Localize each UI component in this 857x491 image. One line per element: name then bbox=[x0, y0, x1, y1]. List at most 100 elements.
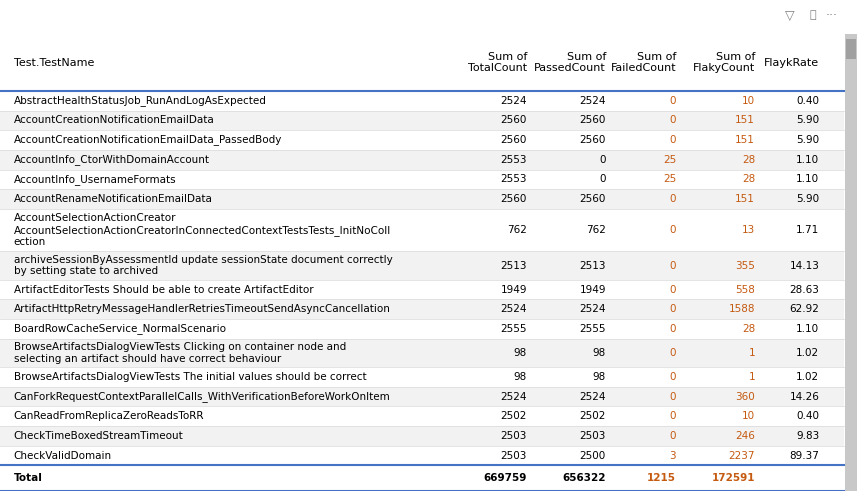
Text: AccountRenameNotificationEmailData: AccountRenameNotificationEmailData bbox=[14, 194, 213, 204]
Text: ···: ··· bbox=[825, 9, 837, 22]
Text: 0.40: 0.40 bbox=[796, 411, 819, 421]
Text: Sum of
FlakyCount: Sum of FlakyCount bbox=[692, 52, 755, 73]
Text: 0: 0 bbox=[669, 261, 676, 271]
Text: Sum of
FailedCount: Sum of FailedCount bbox=[610, 52, 676, 73]
Text: 2555: 2555 bbox=[579, 324, 606, 334]
Text: 0: 0 bbox=[669, 194, 676, 204]
Text: 360: 360 bbox=[735, 392, 755, 402]
Text: 0: 0 bbox=[669, 96, 676, 106]
Text: 5.90: 5.90 bbox=[796, 194, 819, 204]
FancyBboxPatch shape bbox=[845, 34, 857, 491]
Text: 0: 0 bbox=[669, 348, 676, 358]
Text: 28: 28 bbox=[742, 324, 755, 334]
FancyBboxPatch shape bbox=[0, 407, 844, 426]
Text: 10: 10 bbox=[742, 411, 755, 421]
Text: 2560: 2560 bbox=[500, 135, 527, 145]
Text: 151: 151 bbox=[735, 194, 755, 204]
Text: Test.TestName: Test.TestName bbox=[14, 57, 94, 68]
Text: 0: 0 bbox=[669, 115, 676, 125]
Text: 2503: 2503 bbox=[579, 431, 606, 441]
Text: 5.90: 5.90 bbox=[796, 135, 819, 145]
Text: 762: 762 bbox=[586, 225, 606, 235]
Text: 1.02: 1.02 bbox=[796, 372, 819, 382]
Text: 2237: 2237 bbox=[728, 451, 755, 461]
Text: 0: 0 bbox=[669, 285, 676, 295]
Text: 1: 1 bbox=[748, 372, 755, 382]
Text: 2524: 2524 bbox=[579, 304, 606, 314]
Text: FlaykRate: FlaykRate bbox=[764, 57, 819, 68]
Text: 2502: 2502 bbox=[500, 411, 527, 421]
Text: 14.26: 14.26 bbox=[789, 392, 819, 402]
Text: 2560: 2560 bbox=[579, 194, 606, 204]
Text: 0: 0 bbox=[669, 431, 676, 441]
Text: Sum of
PassedCount: Sum of PassedCount bbox=[534, 52, 606, 73]
Text: AccountSelectionActionCreator
AccountSelectionActionCreatorInConnectedContextTes: AccountSelectionActionCreator AccountSel… bbox=[14, 213, 391, 247]
Text: 355: 355 bbox=[735, 261, 755, 271]
Text: 2555: 2555 bbox=[500, 324, 527, 334]
Text: 3: 3 bbox=[669, 451, 676, 461]
FancyBboxPatch shape bbox=[0, 300, 844, 319]
Text: ▽: ▽ bbox=[785, 9, 795, 22]
Text: 151: 151 bbox=[735, 115, 755, 125]
FancyBboxPatch shape bbox=[0, 34, 844, 91]
FancyBboxPatch shape bbox=[0, 367, 844, 387]
Text: AccountCreationNotificationEmailData_PassedBody: AccountCreationNotificationEmailData_Pas… bbox=[14, 135, 282, 145]
Text: 98: 98 bbox=[514, 348, 527, 358]
Text: 1949: 1949 bbox=[500, 285, 527, 295]
Text: 0: 0 bbox=[669, 411, 676, 421]
FancyBboxPatch shape bbox=[0, 446, 844, 465]
Text: 2503: 2503 bbox=[500, 451, 527, 461]
Text: 25: 25 bbox=[663, 155, 676, 164]
Text: 2560: 2560 bbox=[579, 115, 606, 125]
Text: 1.10: 1.10 bbox=[796, 155, 819, 164]
Text: ⧉: ⧉ bbox=[809, 10, 816, 21]
Text: 9.83: 9.83 bbox=[796, 431, 819, 441]
Text: 2524: 2524 bbox=[500, 96, 527, 106]
Text: AccountCreationNotificationEmailData: AccountCreationNotificationEmailData bbox=[14, 115, 214, 125]
Text: ArtifactHttpRetryMessageHandlerRetriesTimeoutSendAsyncCancellation: ArtifactHttpRetryMessageHandlerRetriesTi… bbox=[14, 304, 391, 314]
Text: 0: 0 bbox=[669, 225, 676, 235]
Text: 0: 0 bbox=[669, 135, 676, 145]
Text: 2560: 2560 bbox=[500, 115, 527, 125]
Text: 25: 25 bbox=[663, 174, 676, 185]
FancyBboxPatch shape bbox=[0, 426, 844, 446]
FancyBboxPatch shape bbox=[0, 465, 844, 491]
Text: AccountInfo_UsernameFormats: AccountInfo_UsernameFormats bbox=[14, 174, 177, 185]
Text: 1588: 1588 bbox=[728, 304, 755, 314]
Text: 14.13: 14.13 bbox=[789, 261, 819, 271]
Text: 62.92: 62.92 bbox=[789, 304, 819, 314]
Text: CanReadFromReplicaZeroReadsToRR: CanReadFromReplicaZeroReadsToRR bbox=[14, 411, 204, 421]
Text: Sum of
TotalCount: Sum of TotalCount bbox=[468, 52, 527, 73]
Text: CanForkRequestContextParallelCalls_WithVerificationBeforeWorkOnItem: CanForkRequestContextParallelCalls_WithV… bbox=[14, 391, 391, 402]
Text: 2503: 2503 bbox=[500, 431, 527, 441]
Text: 2560: 2560 bbox=[579, 135, 606, 145]
FancyBboxPatch shape bbox=[0, 189, 844, 209]
Text: 5.90: 5.90 bbox=[796, 115, 819, 125]
Text: 246: 246 bbox=[735, 431, 755, 441]
Text: 0.40: 0.40 bbox=[796, 96, 819, 106]
Text: CheckValidDomain: CheckValidDomain bbox=[14, 451, 111, 461]
Text: 98: 98 bbox=[593, 372, 606, 382]
Text: archiveSessionByAssessmentId update sessionState document correctly
by setting s: archiveSessionByAssessmentId update sess… bbox=[14, 255, 393, 276]
FancyBboxPatch shape bbox=[0, 0, 857, 34]
Text: 0: 0 bbox=[669, 372, 676, 382]
Text: 0: 0 bbox=[599, 174, 606, 185]
Text: 762: 762 bbox=[507, 225, 527, 235]
Text: 2524: 2524 bbox=[500, 392, 527, 402]
Text: 1.10: 1.10 bbox=[796, 324, 819, 334]
Text: 2524: 2524 bbox=[579, 96, 606, 106]
Text: 0: 0 bbox=[669, 392, 676, 402]
FancyBboxPatch shape bbox=[0, 280, 844, 300]
Text: 558: 558 bbox=[735, 285, 755, 295]
Text: 1.10: 1.10 bbox=[796, 174, 819, 185]
FancyBboxPatch shape bbox=[0, 251, 844, 280]
Text: 89.37: 89.37 bbox=[789, 451, 819, 461]
FancyBboxPatch shape bbox=[0, 91, 844, 110]
Text: 2560: 2560 bbox=[500, 194, 527, 204]
FancyBboxPatch shape bbox=[0, 169, 844, 189]
Text: 28: 28 bbox=[742, 174, 755, 185]
FancyBboxPatch shape bbox=[0, 339, 844, 367]
Text: BoardRowCacheService_NormalScenario: BoardRowCacheService_NormalScenario bbox=[14, 324, 225, 334]
FancyBboxPatch shape bbox=[0, 110, 844, 130]
FancyBboxPatch shape bbox=[0, 150, 844, 169]
